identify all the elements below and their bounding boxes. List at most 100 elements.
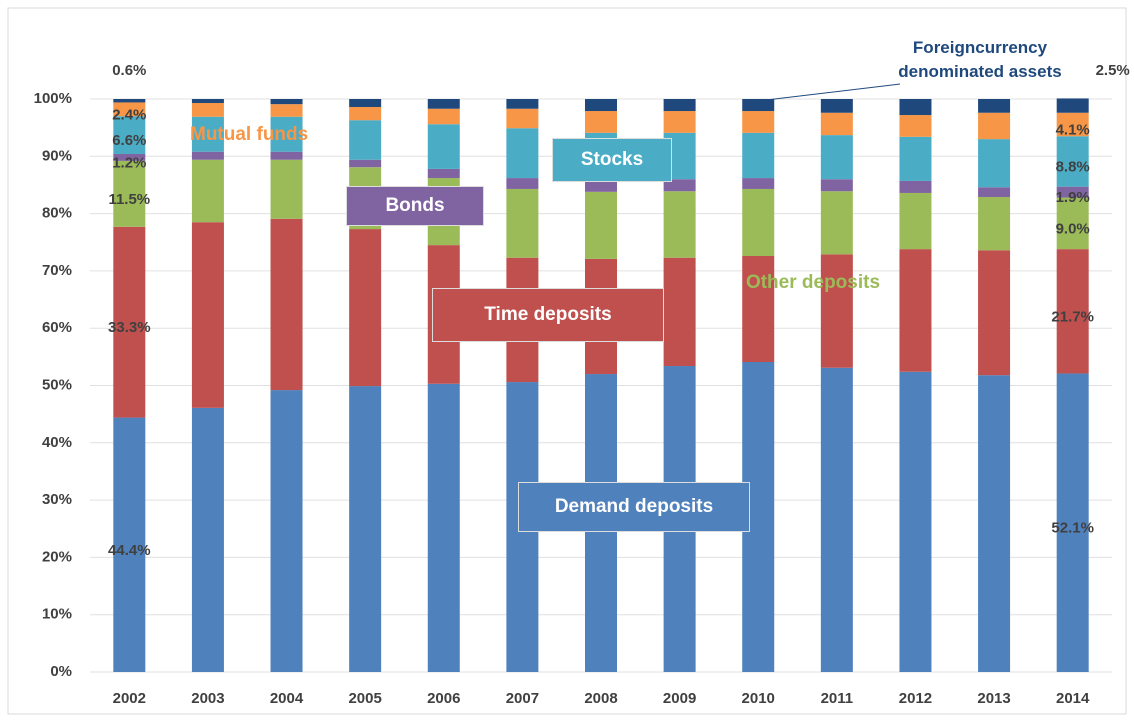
bar-segment: [663, 257, 696, 367]
x-tick-label: 2008: [584, 690, 617, 707]
bar-segment: [349, 229, 382, 387]
value-label: 11.5%: [108, 191, 150, 208]
bar-segment: [742, 132, 775, 179]
bar-segment: [1056, 186, 1089, 198]
bar-segment: [427, 168, 460, 179]
bar-segment: [506, 108, 539, 129]
bar-segment: [899, 136, 932, 181]
bar-segment: [270, 99, 303, 105]
bar-segment: [1056, 197, 1089, 250]
y-tick-label: 80%: [42, 205, 72, 222]
y-tick-label: 10%: [42, 606, 72, 623]
value-label: 44.4%: [108, 542, 151, 559]
bar-segment: [113, 99, 146, 103]
bar-segment: [742, 188, 775, 257]
series-name: Foreigncurrency denominated assets: [898, 38, 1062, 81]
bar-segment: [820, 367, 853, 672]
bar-segment: [1056, 112, 1089, 137]
bar-segment: [978, 196, 1011, 251]
bar-segment: [506, 128, 539, 179]
bar-segment: [349, 99, 382, 108]
x-tick-label: 2014: [1056, 690, 1090, 707]
x-tick-label: 2013: [977, 690, 1010, 707]
bar-segment: [663, 111, 696, 133]
series-name: Stocks: [552, 138, 672, 182]
series-name: Demand deposits: [518, 482, 750, 532]
x-tick-label: 2007: [506, 690, 539, 707]
value-label: 33.3%: [108, 319, 151, 336]
bar-segment: [113, 102, 146, 117]
bar-segment: [191, 222, 224, 408]
bar-segment: [506, 99, 539, 109]
bar-segment: [899, 192, 932, 250]
x-tick-label: 2003: [191, 690, 224, 707]
bar-segment: [427, 108, 460, 125]
x-tick-label: 2009: [663, 690, 696, 707]
bar-segment: [1056, 249, 1089, 374]
bar-segment: [742, 111, 775, 133]
value-label: 8.8%: [1056, 158, 1090, 175]
x-tick-label: 2006: [427, 690, 460, 707]
value-label: 52.1%: [1051, 520, 1094, 537]
bar-segment: [1056, 98, 1089, 113]
bar-segment: [427, 99, 460, 109]
bar-segment: [899, 249, 932, 372]
bar-segment: [113, 417, 146, 672]
bar-segment: [978, 139, 1011, 188]
bar-segment: [191, 407, 224, 672]
value-label: 9.0%: [1056, 220, 1090, 237]
bar-segment: [899, 99, 932, 116]
value-label: 21.7%: [1051, 308, 1094, 325]
bar-segment: [427, 124, 460, 169]
bar-segment: [899, 180, 932, 193]
y-tick-label: 20%: [42, 548, 72, 565]
bar-segment: [820, 179, 853, 192]
x-tick-label: 2010: [742, 690, 775, 707]
bar-segment: [270, 151, 303, 160]
value-label: 0.6%: [112, 62, 146, 79]
bar-segment: [899, 115, 932, 137]
bar-segment: [978, 250, 1011, 376]
leader-line: [758, 83, 901, 102]
bar-segment: [349, 120, 382, 160]
bar-segment: [978, 375, 1011, 672]
bar-segment: [820, 254, 853, 368]
bar-segment: [506, 188, 539, 258]
bar-segment: [1056, 373, 1089, 672]
value-label: 4.1%: [1056, 121, 1090, 138]
value-label: 6.6%: [112, 132, 146, 149]
bar-segment: [191, 151, 224, 160]
bar-segment: [113, 160, 146, 227]
y-tick-label: 40%: [42, 434, 72, 451]
y-tick-label: 60%: [42, 319, 72, 336]
bar-segment: [663, 191, 696, 258]
value-label: 1.9%: [1056, 189, 1090, 206]
x-tick-label: 2005: [348, 690, 381, 707]
bar-segment: [191, 116, 224, 152]
bar-segment: [978, 99, 1011, 113]
x-tick-label: 2011: [821, 690, 854, 707]
series-name: Time deposits: [432, 288, 664, 342]
bar-segment: [349, 107, 382, 121]
bar-segment: [742, 99, 775, 112]
bar-segment: [113, 226, 146, 418]
bar-segment: [270, 159, 303, 219]
bar-segment: [506, 178, 539, 189]
bar-segment: [270, 218, 303, 391]
bar-segment: [349, 159, 382, 168]
bar-segment: [820, 112, 853, 136]
series-name: Bonds: [346, 186, 484, 226]
y-tick-label: 30%: [42, 491, 72, 508]
y-tick-label: 50%: [42, 376, 72, 393]
x-tick-label: 2004: [270, 690, 304, 707]
bar-segment: [585, 99, 617, 112]
y-tick-label: 70%: [42, 262, 72, 279]
bar-segment: [113, 154, 146, 161]
bar-segment: [585, 179, 617, 192]
value-label: 2.4%: [112, 106, 146, 123]
bar-segment: [585, 191, 617, 259]
bar-segment: [820, 135, 853, 180]
series-name: Other deposits: [745, 272, 881, 293]
